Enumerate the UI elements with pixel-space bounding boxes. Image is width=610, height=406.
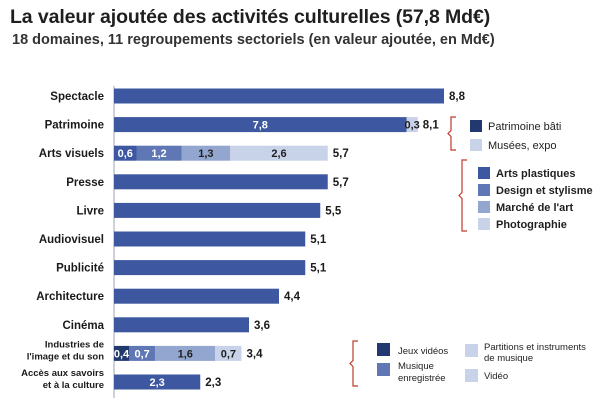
segment-label-arts-visuels-0: 0,6	[118, 148, 133, 160]
legend-label-musique-enregistree: enregistrée	[398, 373, 446, 384]
total-label-audiovisuel: 5,1	[310, 234, 327, 246]
bar-arts-visuels-seg-1	[136, 145, 182, 161]
segment-label-acces-aux-savoirs-et-a-la-culture-0: 2,3	[149, 377, 164, 389]
bar-cinema	[114, 317, 249, 333]
legend-swatch-musees-expo	[470, 139, 482, 151]
legend-label-marche-de-l-art: Marché de l'art	[496, 202, 574, 214]
total-label-spectacle: 8,8	[449, 91, 466, 103]
bar-industries-de-l-image-et-du-son-seg-1	[129, 345, 156, 361]
segment-label-patrimoine-0: 7,8	[253, 120, 268, 132]
category-label-acces-aux-savoirs-et-a-la-culture: et à la culture	[43, 380, 104, 391]
bar-arts-visuels-seg-3	[230, 145, 328, 161]
segment-label-arts-visuels-1: 1,2	[151, 148, 166, 160]
total-label-publicite: 5,1	[310, 263, 327, 275]
total-label-presse: 5,7	[333, 177, 349, 189]
legend-bracket-industries-image-son	[349, 340, 358, 387]
category-label-industries-de-l-image-et-du-son: Industries de	[45, 339, 104, 350]
bar-spectacle	[114, 88, 444, 104]
bar-publicite	[114, 260, 306, 276]
legend-label-musees-expo: Musées, expo	[488, 140, 556, 152]
legend-label-arts-plastiques: Arts plastiques	[496, 168, 575, 180]
bar-livre	[114, 202, 321, 218]
category-label-livre: Livre	[77, 205, 105, 217]
bar-presse	[114, 174, 328, 190]
legend-swatch-patrimoine-bati	[470, 120, 482, 132]
segment-label-patrimoine-1: 0,3	[404, 120, 419, 132]
category-label-acces-aux-savoirs-et-a-la-culture: Accès aux savoirs	[21, 368, 104, 379]
bar-industries-de-l-image-et-du-son-seg-3	[215, 345, 242, 361]
total-label-acces-aux-savoirs-et-a-la-culture: 2,3	[205, 377, 221, 389]
bar-architecture	[114, 288, 279, 304]
segment-label-industries-de-l-image-et-du-son-0: 0,4	[114, 348, 130, 360]
category-label-architecture: Architecture	[36, 291, 104, 303]
total-label-arts-visuels: 5,7	[333, 148, 349, 160]
bar-audiovisuel	[114, 231, 306, 247]
segment-label-industries-de-l-image-et-du-son-1: 0,7	[134, 348, 149, 360]
segment-label-industries-de-l-image-et-du-son-3: 0,7	[221, 348, 236, 360]
category-label-audiovisuel: Audiovisuel	[39, 234, 104, 246]
legend-label-photographie: Photographie	[496, 219, 567, 231]
legend-swatch-arts-plastiques	[478, 167, 490, 179]
bar-patrimoine-seg-0	[114, 117, 407, 133]
legend-swatch-video	[465, 369, 478, 382]
category-label-cinema: Cinéma	[62, 320, 104, 332]
bar-industries-de-l-image-et-du-son-seg-2	[155, 345, 216, 361]
legend-swatch-musique-enregistree	[377, 363, 390, 376]
total-label-patrimoine: 8,1	[423, 120, 440, 132]
category-label-industries-de-l-image-et-du-son: l'image et du son	[27, 351, 104, 362]
legend-swatch-jeux-videos	[377, 343, 390, 356]
category-label-spectacle: Spectacle	[50, 91, 104, 103]
category-label-patrimoine: Patrimoine	[45, 120, 104, 132]
legend-label-patrimoine-bati: Patrimoine bâti	[488, 121, 561, 133]
legend-bracket-patrimoine	[447, 116, 456, 151]
bar-industries-de-l-image-et-du-son-seg-0	[114, 345, 129, 361]
segment-label-arts-visuels-2: 1,3	[198, 148, 213, 160]
legend-swatch-design-et-stylisme	[478, 184, 490, 196]
category-label-arts-visuels: Arts visuels	[39, 148, 104, 160]
legend-bracket-arts-visuels	[458, 159, 467, 232]
legend-swatch-marche-de-l-art	[478, 201, 490, 213]
legend-swatch-photographie	[478, 218, 490, 230]
bar-acces-aux-savoirs-et-a-la-culture	[114, 374, 201, 390]
legend-label-video: Vidéo	[484, 371, 508, 382]
total-label-cinema: 3,6	[254, 320, 270, 332]
legend-label-partitions-instruments: de musique	[484, 353, 533, 364]
category-label-publicite: Publicité	[56, 263, 104, 275]
category-label-presse: Presse	[66, 177, 104, 189]
legend-label-musique-enregistree: Musique	[398, 361, 434, 372]
chart-subtitle: 18 domaines, 11 regroupements sectoriels…	[12, 32, 495, 48]
chart-title: La valeur ajoutée des activités culturel…	[10, 6, 491, 28]
total-label-industries-de-l-image-et-du-son: 3,4	[247, 348, 264, 360]
bar-arts-visuels-seg-0	[114, 145, 137, 161]
segment-label-arts-visuels-3: 2,6	[271, 148, 286, 160]
legend-label-partitions-instruments: Partitions et instruments	[484, 342, 586, 353]
legend-swatch-partitions-instruments	[465, 344, 478, 357]
segment-label-industries-de-l-image-et-du-son-2: 1,6	[178, 348, 193, 360]
legend-label-design-et-stylisme: Design et stylisme	[496, 185, 593, 197]
total-label-livre: 5,5	[325, 205, 342, 217]
bar-patrimoine-seg-1	[406, 117, 418, 133]
total-label-architecture: 4,4	[284, 291, 301, 303]
legend-label-jeux-videos: Jeux vidéos	[398, 346, 448, 357]
bar-arts-visuels-seg-2	[181, 145, 231, 161]
